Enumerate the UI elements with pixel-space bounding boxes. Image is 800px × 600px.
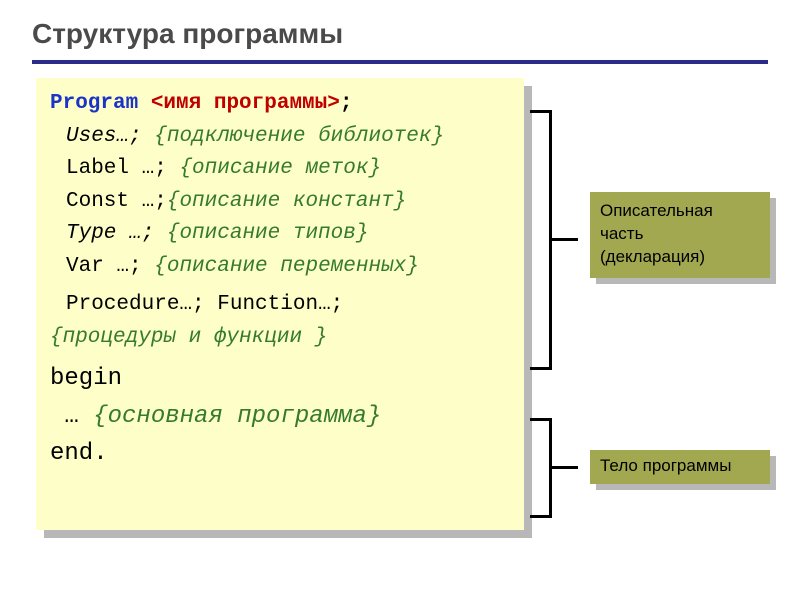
uses-comment: {подключение библиотек} bbox=[142, 125, 444, 148]
code-line-proc: Procedure…; Function…; bbox=[50, 289, 510, 322]
begin-keyword: begin bbox=[50, 360, 510, 397]
program-keyword: Program bbox=[50, 92, 151, 115]
label-declaration-line2: часть bbox=[600, 223, 760, 246]
label-declaration-line3: (декларация) bbox=[600, 246, 760, 269]
uses-ellipsis: …; bbox=[116, 125, 141, 148]
page-title: Структура программы bbox=[32, 18, 343, 50]
procedure-ellipsis: …; bbox=[179, 293, 217, 316]
label-comment: {описание меток} bbox=[167, 157, 381, 180]
bracket-body bbox=[530, 418, 552, 518]
label-declaration: Описательная часть (декларация) bbox=[590, 192, 770, 278]
code-line-main: … {основная программа} bbox=[50, 398, 510, 435]
uses-keyword: Uses bbox=[66, 125, 116, 148]
code-line-type: Type …; {описание типов} bbox=[50, 218, 510, 251]
slide: Структура программы Program <имя програм… bbox=[0, 0, 800, 600]
code-line-program: Program <имя программы>; bbox=[50, 88, 510, 121]
end-keyword: end. bbox=[50, 435, 510, 472]
label-declaration-line1: Описательная bbox=[600, 200, 760, 223]
function-keyword: Function bbox=[217, 293, 318, 316]
code-line-proc-comment: {процедуры и функции } bbox=[50, 322, 510, 355]
label-ellipsis: …; bbox=[142, 157, 167, 180]
code-line-var: Var …; {описание переменных} bbox=[50, 251, 510, 284]
program-name: <имя программы> bbox=[151, 92, 340, 115]
proc-comment: {процедуры и функции } bbox=[50, 326, 327, 349]
label-keyword: Label bbox=[66, 157, 142, 180]
title-underline bbox=[32, 60, 768, 64]
semicolon: ; bbox=[340, 92, 353, 115]
const-comment: {описание констант} bbox=[167, 190, 406, 213]
bracket-declaration-tick bbox=[552, 238, 578, 241]
type-keyword: Type bbox=[66, 222, 129, 245]
code-box: Program <имя программы>; Uses…; {подключ… bbox=[36, 78, 524, 530]
procedure-keyword: Procedure bbox=[66, 293, 179, 316]
const-ellipsis: …; bbox=[142, 190, 167, 213]
bracket-body-tick bbox=[552, 466, 578, 469]
type-comment: {описание типов} bbox=[154, 222, 368, 245]
var-ellipsis: …; bbox=[116, 255, 141, 278]
code-line-const: Const …;{описание констант} bbox=[50, 186, 510, 219]
main-dots: … bbox=[50, 403, 93, 430]
label-body: Тело программы bbox=[590, 450, 770, 484]
function-ellipsis: …; bbox=[318, 293, 343, 316]
label-body-text: Тело программы bbox=[600, 456, 731, 475]
const-keyword: Const bbox=[66, 190, 142, 213]
var-comment: {описание переменных} bbox=[142, 255, 419, 278]
var-keyword: Var bbox=[66, 255, 116, 278]
code-line-label: Label …; {описание меток} bbox=[50, 153, 510, 186]
type-ellipsis: …; bbox=[129, 222, 154, 245]
code-line-uses: Uses…; {подключение библиотек} bbox=[50, 121, 510, 154]
bracket-declaration bbox=[530, 110, 552, 370]
main-comment: {основная программа} bbox=[93, 403, 381, 430]
